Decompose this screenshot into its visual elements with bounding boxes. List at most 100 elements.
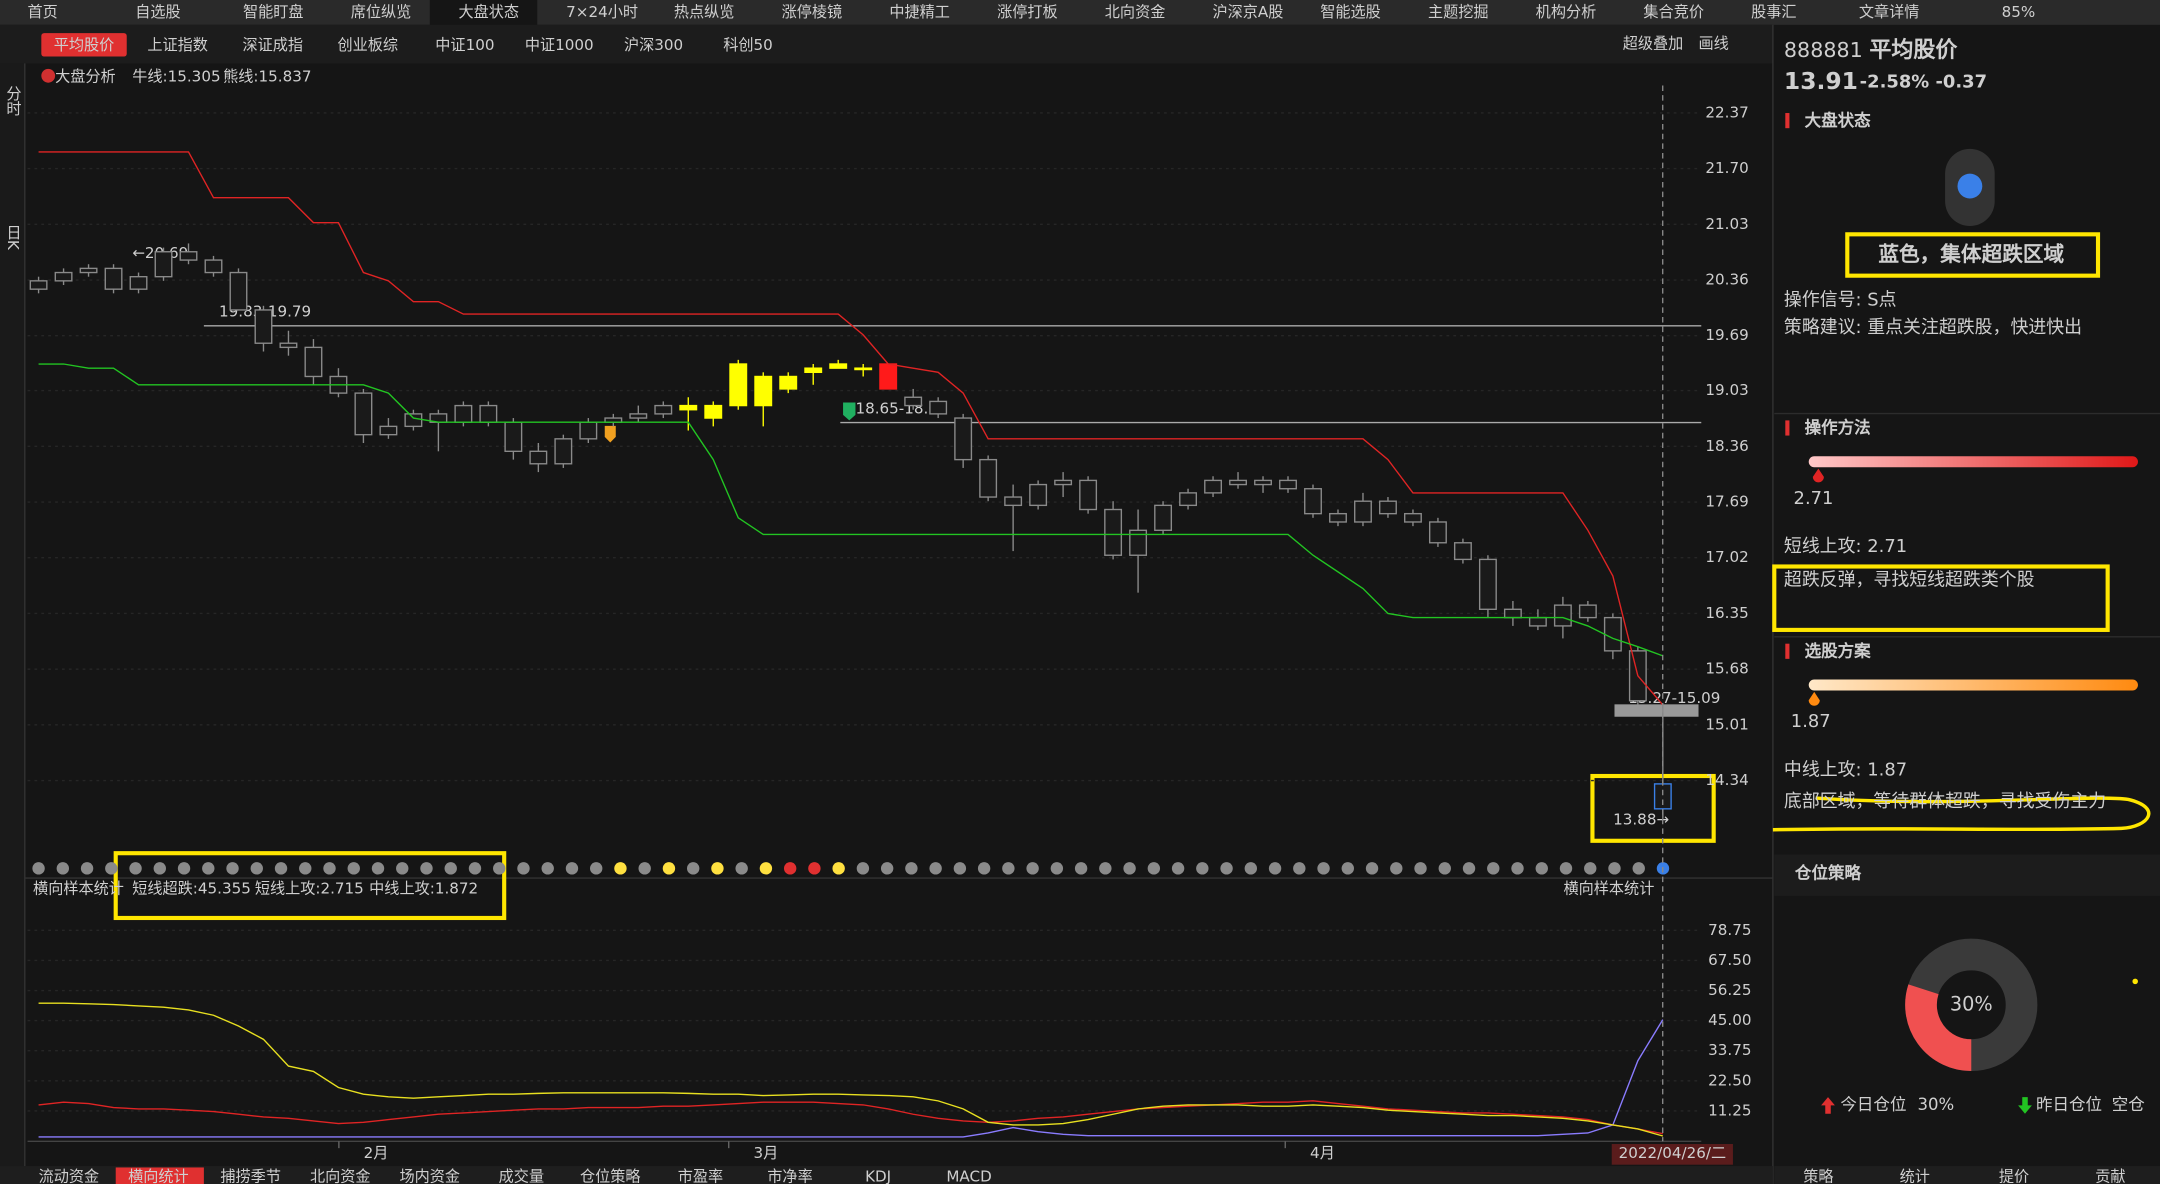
- index-button[interactable]: 科创50: [723, 36, 773, 54]
- signal-dot: [541, 862, 554, 875]
- y-tick-label: 11.25: [1708, 1101, 1751, 1119]
- dot: [2132, 978, 2138, 985]
- tab[interactable]: 股事汇: [1751, 3, 1796, 21]
- side-bottom-bar: [1774, 1166, 2160, 1184]
- y-tick-label: 78.75: [1708, 921, 1751, 939]
- candle-body: [504, 421, 523, 452]
- bottom-tab[interactable]: 市盈率: [678, 1168, 723, 1184]
- tab[interactable]: 涨停棱镜: [782, 3, 843, 21]
- signal-dot: [202, 862, 215, 875]
- tab[interactable]: 北向资金: [1105, 3, 1166, 21]
- legend-entry: 牛线:15.305: [132, 68, 220, 86]
- side-bottom-tab[interactable]: 策略: [1803, 1168, 1833, 1184]
- candle-body: [704, 404, 723, 419]
- signal-dot: [1026, 862, 1039, 875]
- index-button[interactable]: 深证成指: [242, 36, 303, 54]
- signal-dot: [1390, 862, 1403, 875]
- candle-body: [354, 392, 373, 436]
- tab[interactable]: 首页: [28, 3, 58, 21]
- signal-dot: [517, 862, 530, 875]
- tab[interactable]: 集合竞价: [1643, 3, 1704, 21]
- tab[interactable]: 大盘状态: [458, 3, 519, 21]
- bottom-tab[interactable]: 横向统计: [128, 1168, 189, 1184]
- tab[interactable]: 沪深京A股: [1213, 3, 1284, 21]
- side-strip: [0, 63, 25, 1167]
- tab[interactable]: 智能选股: [1320, 3, 1381, 21]
- tab[interactable]: 智能盯盘: [243, 3, 304, 21]
- index-button[interactable]: 上证指数: [147, 36, 208, 54]
- y-tick-label: 21.70: [1705, 159, 1748, 177]
- candle-body: [904, 396, 923, 407]
- index-button[interactable]: 沪深300: [624, 36, 683, 54]
- signal-dot: [565, 862, 579, 875]
- tab[interactable]: 热点纵览: [674, 3, 735, 21]
- section-title: 大盘状态: [1805, 110, 1872, 130]
- signal-dot: [1414, 862, 1427, 875]
- method-line: 短线上攻: 2.71: [1784, 536, 1907, 557]
- candle-body: [754, 375, 773, 407]
- tool-button[interactable]: 超级叠加: [1623, 35, 1684, 53]
- candle-body: [629, 413, 648, 419]
- index-button[interactable]: 平均股价: [54, 36, 115, 54]
- tab[interactable]: 自选股: [135, 3, 180, 21]
- tab[interactable]: 涨停打板: [997, 3, 1058, 21]
- side-tab[interactable]: 分时: [4, 85, 22, 115]
- candle-body: [729, 363, 748, 407]
- chart-title: 大盘分析: [55, 68, 116, 86]
- y-tick-label: 19.69: [1705, 326, 1748, 344]
- signal-dot: [953, 862, 967, 875]
- candle-body: [1004, 496, 1023, 507]
- bottom-tab[interactable]: 捕捞季节: [220, 1168, 281, 1184]
- tab[interactable]: 文章详情: [1859, 3, 1920, 21]
- candle-body: [804, 367, 823, 374]
- side-tab[interactable]: 日K: [4, 225, 22, 251]
- signal-dot: [1099, 862, 1112, 875]
- signal-dot: [105, 862, 118, 875]
- bottom-tab[interactable]: 仓位策略: [580, 1168, 641, 1184]
- bottom-tab[interactable]: MACD: [946, 1168, 991, 1184]
- tool-button[interactable]: 画线: [1699, 35, 1729, 53]
- signal-dot: [347, 862, 360, 875]
- highlight-box: [113, 851, 507, 921]
- y-tick-label: 15.01: [1705, 715, 1748, 733]
- candle-body: [1478, 558, 1497, 610]
- bottom-tab[interactable]: 场内资金: [399, 1168, 460, 1184]
- signal-dot: [1341, 862, 1354, 875]
- gauge-marker: [1808, 691, 1820, 706]
- legend-entry: 中线上攻:1.872: [369, 880, 478, 898]
- signal-dot: [783, 862, 797, 875]
- signal-dot: [371, 862, 385, 875]
- candle-body: [104, 267, 123, 290]
- bottom-tab[interactable]: 流动资金: [39, 1168, 100, 1184]
- candle-body: [1578, 604, 1597, 619]
- side-bottom-tab[interactable]: 贡献: [2095, 1168, 2125, 1184]
- side-bottom-tab[interactable]: 统计: [1900, 1168, 1930, 1184]
- signal-dot: [1632, 862, 1645, 875]
- bottom-tab[interactable]: KDJ: [865, 1168, 891, 1184]
- index-button[interactable]: 中证1000: [525, 36, 594, 54]
- tab[interactable]: 主题挖掘: [1428, 3, 1489, 21]
- signal-dot: [1147, 862, 1161, 875]
- bottom-tab[interactable]: 北向资金: [310, 1168, 371, 1184]
- index-button[interactable]: 中证100: [435, 36, 494, 54]
- index-button[interactable]: 创业板综: [338, 36, 399, 54]
- bottom-tab[interactable]: 成交量: [499, 1168, 544, 1184]
- candle-body: [554, 438, 573, 465]
- legend-entry: 短线上攻:2.715: [255, 880, 364, 898]
- signal-dot: [1220, 862, 1233, 875]
- bottom-tab[interactable]: 市净率: [767, 1168, 812, 1184]
- side-bottom-tab[interactable]: 提价: [1999, 1168, 2029, 1184]
- signal-dot: [1365, 862, 1379, 875]
- tab[interactable]: 机构分析: [1536, 3, 1597, 21]
- tab[interactable]: 7×24小时: [566, 3, 638, 21]
- candle-body: [1279, 479, 1297, 490]
- gauge-bar: [1808, 456, 2138, 468]
- highlight-box: [1772, 564, 2110, 632]
- tab[interactable]: 中捷精工: [889, 3, 950, 21]
- active-tab: [429, 0, 538, 25]
- tab[interactable]: 席位纵览: [351, 3, 412, 21]
- signal-dot: [1559, 862, 1573, 875]
- y-tick-label: 14.34: [1705, 771, 1748, 789]
- signal-dot: [80, 862, 94, 875]
- candle-body: [254, 309, 273, 344]
